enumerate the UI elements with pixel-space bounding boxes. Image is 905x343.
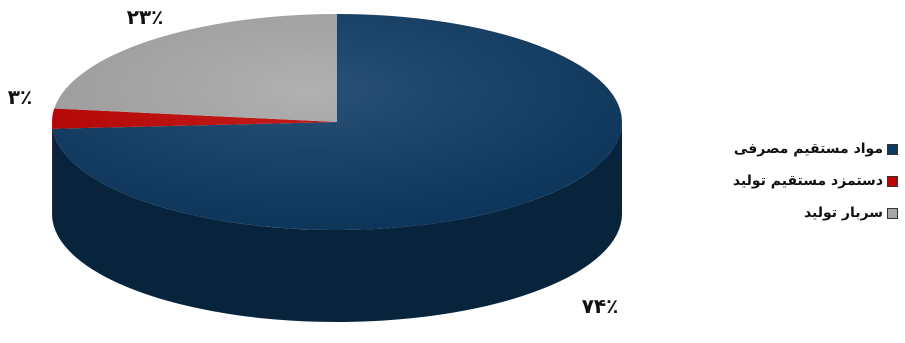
pie-side-direct-materials: [52, 122, 623, 323]
legend-item-direct-materials: مواد مستقیم مصرفی: [728, 138, 898, 160]
legend-swatch-overhead: [887, 207, 898, 219]
legend-label-overhead: سربار تولید: [803, 205, 883, 221]
legend-item-overhead: سربار تولید: [728, 202, 898, 224]
pie-labels: ۷۴٪ ۳٪ ۲۳٪: [8, 5, 619, 318]
pie-tops: [52, 14, 622, 231]
pie-sides: [52, 122, 623, 323]
legend-swatch-direct-materials: [887, 143, 898, 155]
legend-swatch-direct-labor: [887, 175, 898, 187]
legend-label-direct-labor: دستمزد مستقیم تولید: [732, 173, 883, 189]
legend-label-direct-materials: مواد مستقیم مصرفی: [733, 141, 883, 157]
data-label-overhead: ۲۳٪: [127, 5, 164, 29]
data-label-direct-labor: ۳٪: [8, 85, 32, 109]
legend-item-direct-labor: دستمزد مستقیم تولید: [728, 170, 898, 192]
data-label-direct-materials: ۷۴٪: [582, 294, 619, 318]
pie-top-shading: [52, 14, 622, 230]
pie-side-direct-labor: [52, 122, 53, 221]
legend: مواد مستقیم مصرفی دستمزد مستقیم تولید سر…: [728, 138, 898, 234]
